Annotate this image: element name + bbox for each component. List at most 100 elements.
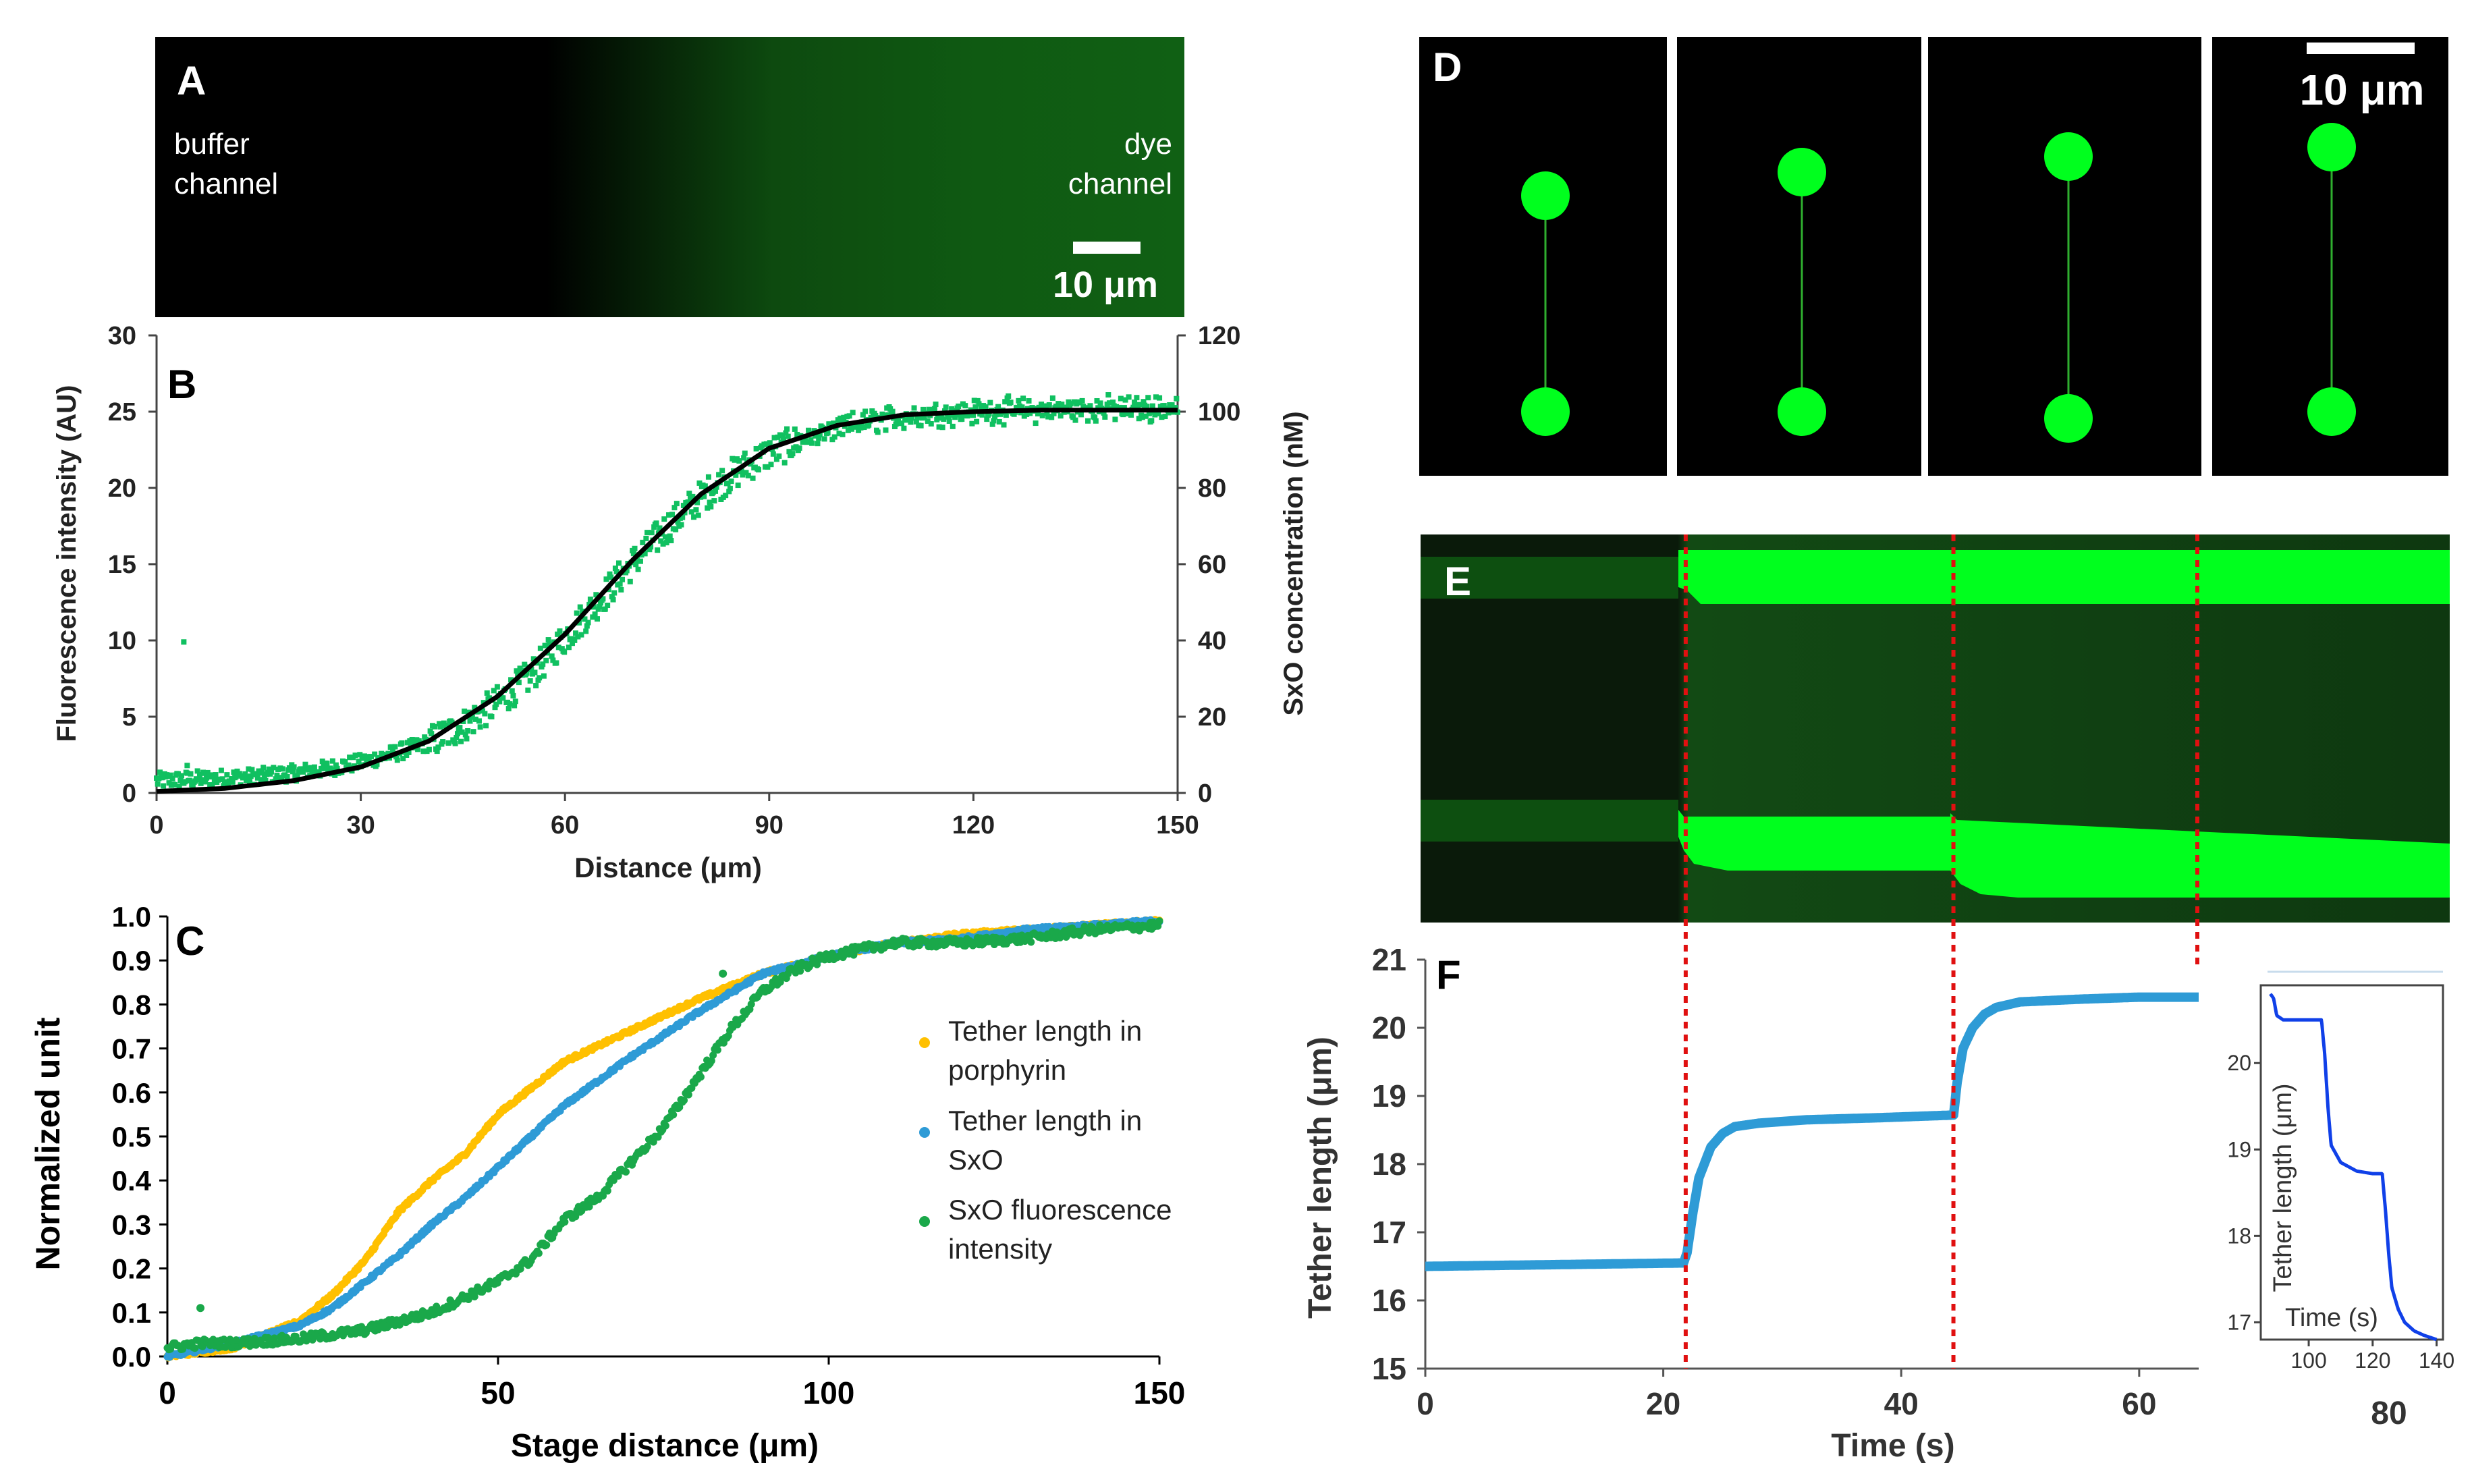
b-data-point bbox=[322, 765, 328, 771]
panel-b-ylabel: Fluorescence intensity (AU) bbox=[52, 385, 82, 742]
b-data-point bbox=[259, 768, 265, 774]
c-data-point bbox=[709, 1051, 717, 1060]
b-data-point bbox=[1039, 412, 1045, 418]
b-data-point bbox=[1120, 412, 1126, 418]
b-data-point bbox=[1092, 414, 1098, 420]
b-data-point bbox=[219, 776, 225, 782]
b-data-point bbox=[1020, 395, 1026, 402]
b-data-point bbox=[885, 412, 891, 418]
b-data-point bbox=[1049, 414, 1055, 420]
b-data-point bbox=[1137, 402, 1143, 408]
b-data-point bbox=[673, 526, 679, 532]
b-data-point bbox=[612, 566, 618, 572]
b-data-point bbox=[569, 640, 575, 647]
c-data-point bbox=[470, 1292, 478, 1300]
b-data-point bbox=[986, 411, 992, 417]
b-data-point bbox=[319, 765, 325, 771]
panel-letter-d: D bbox=[1433, 45, 1462, 90]
inset-y-tick-label: 17 bbox=[2227, 1310, 2251, 1334]
b-data-point bbox=[837, 415, 844, 421]
b-data-point bbox=[632, 545, 638, 551]
b-data-point bbox=[750, 475, 756, 481]
b-data-point bbox=[1042, 403, 1048, 409]
panel-letter-f: F bbox=[1436, 952, 1461, 997]
panel-letter-e: E bbox=[1444, 559, 1471, 604]
b-data-point bbox=[454, 731, 460, 737]
b-data-point bbox=[271, 765, 277, 771]
b-data-point bbox=[542, 642, 548, 649]
c-y-tick-label: 0.5 bbox=[112, 1121, 151, 1153]
panel-b-frame bbox=[155, 335, 1179, 794]
b-y-tick-label: 10 bbox=[108, 627, 136, 655]
c-y-tick-label: 0.1 bbox=[112, 1297, 151, 1329]
b-data-point bbox=[1094, 398, 1100, 404]
inset-y-tick-label: 20 bbox=[2227, 1051, 2251, 1075]
scale-bar-a-label: 10 μm bbox=[1053, 265, 1158, 305]
b-data-point bbox=[161, 783, 167, 789]
b-data-point bbox=[462, 708, 468, 714]
b-data-point bbox=[334, 765, 340, 771]
b-data-point bbox=[680, 514, 686, 520]
b-data-point bbox=[549, 653, 555, 659]
b-data-point bbox=[1153, 394, 1159, 400]
f-y-tick-label: 19 bbox=[1372, 1078, 1406, 1114]
b-data-point bbox=[597, 603, 603, 609]
b-data-point bbox=[300, 769, 306, 775]
b-data-point bbox=[392, 744, 398, 750]
b-data-point bbox=[969, 420, 975, 427]
panel-f-inset-chart: 100 120 140 17 18 19 20 Time (s) Tether length… bbox=[2227, 970, 2454, 1431]
b-data-point bbox=[584, 623, 590, 629]
b-outlier-point bbox=[184, 763, 190, 769]
b-data-point bbox=[470, 729, 476, 735]
kymo-bottom-bead-track bbox=[1678, 810, 2450, 898]
b-data-point bbox=[522, 661, 528, 667]
b-data-point bbox=[809, 440, 815, 446]
b-data-point bbox=[1029, 405, 1035, 411]
b-data-point bbox=[674, 501, 680, 507]
b-data-point bbox=[738, 468, 744, 474]
b-data-point bbox=[246, 766, 252, 772]
b-data-point bbox=[198, 780, 204, 786]
b-data-point bbox=[497, 698, 503, 705]
b-data-point bbox=[1165, 410, 1172, 416]
c-data-point bbox=[191, 1344, 199, 1352]
c-data-point bbox=[696, 1073, 705, 1081]
b-data-point bbox=[979, 412, 985, 418]
b-y-tick-label: 30 bbox=[108, 322, 136, 350]
b-data-point bbox=[489, 714, 495, 720]
bead-bottom bbox=[1778, 387, 1826, 436]
b-data-point bbox=[231, 769, 237, 775]
b-data-point bbox=[361, 753, 367, 759]
b-data-point bbox=[972, 404, 979, 410]
b-data-point bbox=[860, 412, 866, 418]
b-x-tick-label: 60 bbox=[551, 811, 579, 840]
panel-c-xlabel: Stage distance (μm) bbox=[511, 1428, 819, 1464]
b-data-point bbox=[603, 576, 609, 582]
b-data-point bbox=[781, 460, 788, 466]
b-data-point bbox=[848, 423, 854, 429]
b-data-point bbox=[263, 777, 269, 784]
panel-b-fit-line bbox=[156, 408, 1178, 794]
b-data-point bbox=[429, 731, 435, 737]
b-data-point bbox=[1172, 405, 1178, 411]
b-data-point bbox=[1121, 405, 1127, 411]
b-data-point bbox=[1149, 403, 1155, 409]
c-data-point bbox=[915, 941, 923, 950]
b-data-point bbox=[1097, 400, 1103, 406]
b-data-point bbox=[767, 440, 773, 446]
inset-xlabel: Time (s) bbox=[2285, 1304, 2378, 1332]
b-data-point bbox=[675, 519, 681, 525]
b-data-point bbox=[244, 774, 250, 780]
b-data-point bbox=[663, 540, 669, 546]
f-y-tick-label: 18 bbox=[1372, 1147, 1406, 1182]
b-data-point bbox=[1146, 410, 1152, 416]
b-data-point bbox=[685, 499, 691, 505]
b-data-point bbox=[561, 649, 568, 655]
b-data-point bbox=[928, 420, 934, 427]
b-data-point bbox=[649, 530, 655, 536]
b-data-point bbox=[585, 620, 591, 626]
b-data-point bbox=[974, 397, 981, 404]
b-data-point bbox=[389, 744, 395, 750]
b-data-point bbox=[705, 505, 711, 511]
panel-c-ticks: 0 50 100 150 0.0 0.1 0.2 0.3 0.4 0.5 0.6 0.7 0.8 0.9 1… bbox=[112, 901, 1186, 1410]
